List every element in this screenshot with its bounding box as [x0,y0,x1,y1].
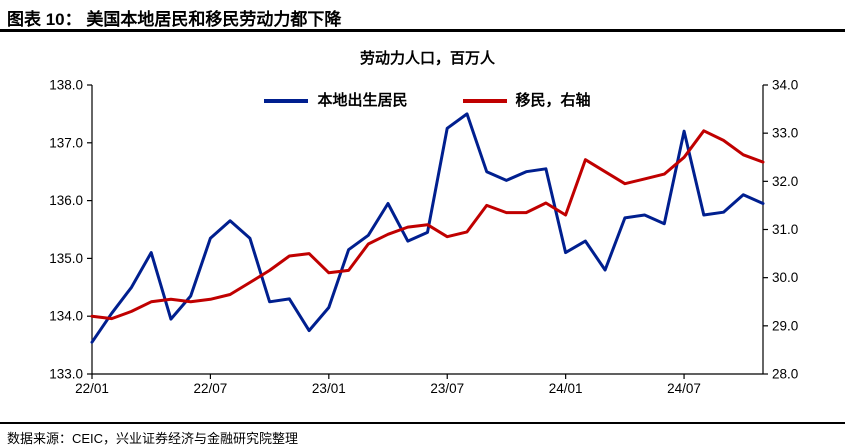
right-axis-tick-label: 28.0 [772,367,798,382]
legend-line-blue [264,98,309,103]
figure-header: 图表 10： 美国本地居民和移民劳动力都下降 [0,0,845,32]
right-axis-tick-label: 30.0 [772,270,798,285]
series-line-1 [90,129,765,321]
figure-title: 图表 10： 美国本地居民和移民劳动力都下降 [7,10,342,29]
x-axis-tick-label: 22/07 [194,381,228,396]
right-axis-tick-label: 34.0 [772,78,798,93]
left-axis-tick-label: 136.0 [49,193,83,208]
legend-item-immigrant: 移民，右轴 [462,92,591,109]
legend-label-immigrant: 移民，右轴 [515,92,591,109]
left-axis-tick-label: 133.0 [49,367,83,382]
series-line-0 [90,112,765,344]
chart-legend: 本地出生居民 移民，右轴 [92,92,763,109]
x-axis-tick-label: 24/01 [549,381,583,396]
x-axis-tick-label: 23/07 [430,381,464,396]
data-source-text: 数据来源：CEIC，兴业证券经济与金融研究院整理 [7,431,299,446]
legend-item-native-born: 本地出生居民 [264,92,408,109]
right-axis-tick-label: 31.0 [772,222,798,237]
right-axis-tick-label: 33.0 [772,126,798,141]
right-axis-tick-label: 32.0 [772,174,798,189]
right-axis-tick-label: 29.0 [772,318,798,333]
left-axis-tick-label: 134.0 [49,309,83,324]
left-axis-tick-label: 135.0 [49,251,83,266]
legend-label-native-born: 本地出生居民 [317,92,408,109]
left-axis-tick-label: 137.0 [49,135,83,150]
left-axis-tick-label: 138.0 [49,78,83,93]
x-axis-tick-label: 22/01 [75,381,109,396]
figure-footer: 数据来源：CEIC，兴业证券经济与金融研究院整理 [0,422,845,446]
chart-title: 劳动力人口，百万人 [359,50,495,67]
legend-line-red [462,98,507,103]
x-axis-tick-label: 23/01 [312,381,346,396]
x-axis-tick-label: 24/07 [667,381,701,396]
